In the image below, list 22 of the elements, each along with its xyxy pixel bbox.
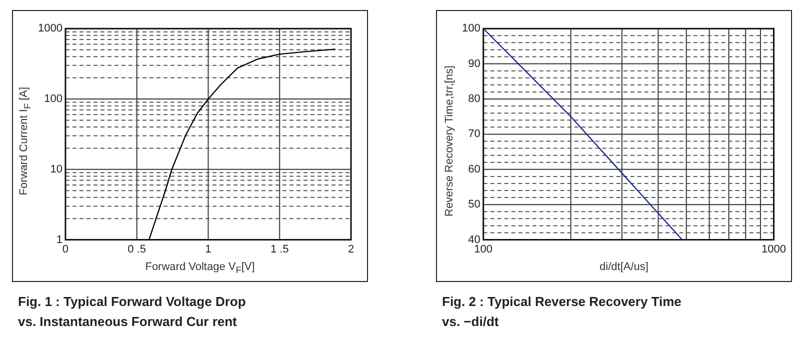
y-tick-label: 90 bbox=[468, 58, 480, 70]
y-tick-label: 1 bbox=[56, 234, 62, 246]
y-tick-label: 50 bbox=[468, 198, 480, 211]
x-tick-label: 0 .5 bbox=[128, 243, 146, 256]
y-tick-label: 100 bbox=[462, 22, 480, 35]
x-axis-title: Forward Voltage V$_{F}$[V] bbox=[144, 261, 256, 276]
x-axis-title: di/dt[A/us] bbox=[598, 261, 650, 273]
y-tick-label: 10 bbox=[50, 163, 62, 176]
text: Fig. 2 : Typical Reverse Recovery Time vs. −di/dt bbox=[441, 293, 682, 331]
x-tick-label: 1 bbox=[205, 243, 212, 256]
text: Fig. 1 : Typical Forward Voltage Drop vs. Instantaneous Forward Cur rent bbox=[17, 293, 247, 331]
x-tick-label: 1000 bbox=[762, 243, 786, 256]
y-axis-title: Reverse Recovery Time,trr,[ns] bbox=[443, 66, 455, 216]
y-tick-label: 40 bbox=[468, 234, 480, 246]
x-tick-label: 0 bbox=[62, 243, 69, 256]
y-tick-label: 100 bbox=[44, 93, 62, 106]
x-tick-label: 1 .5 bbox=[270, 243, 289, 256]
x-tick-label: 2 bbox=[348, 243, 354, 256]
y-tick-label: 80 bbox=[468, 93, 480, 106]
y-tick-label: 70 bbox=[468, 128, 480, 140]
y-tick-label: 1000 bbox=[38, 22, 62, 35]
y-tick-label: 60 bbox=[468, 163, 480, 176]
